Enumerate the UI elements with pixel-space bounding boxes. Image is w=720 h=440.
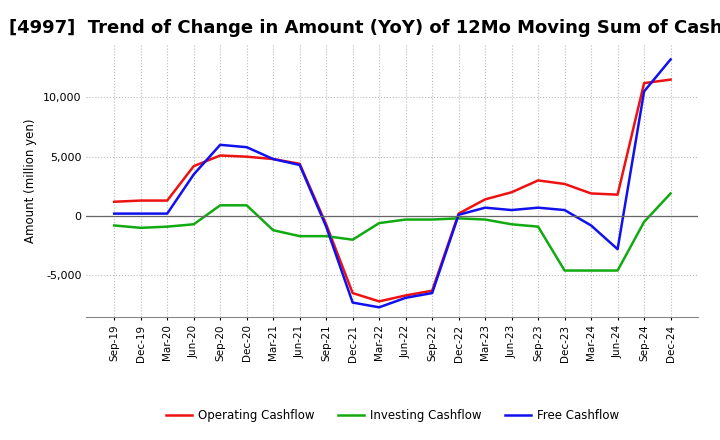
Investing Cashflow [189, 222, 198, 227]
Free Cashflow [666, 57, 675, 62]
Free Cashflow [189, 172, 198, 177]
Free Cashflow [428, 290, 436, 296]
Investing Cashflow [322, 234, 330, 239]
Free Cashflow [454, 212, 463, 217]
Investing Cashflow [508, 222, 516, 227]
Free Cashflow [243, 145, 251, 150]
Operating Cashflow [587, 191, 595, 196]
Y-axis label: Amount (million yen): Amount (million yen) [24, 118, 37, 242]
Operating Cashflow [136, 198, 145, 203]
Operating Cashflow [481, 197, 490, 202]
Operating Cashflow [163, 198, 171, 203]
Operating Cashflow [243, 154, 251, 159]
Operating Cashflow [428, 288, 436, 293]
Investing Cashflow [481, 217, 490, 222]
Operating Cashflow [348, 290, 357, 296]
Line: Free Cashflow: Free Cashflow [114, 59, 670, 307]
Investing Cashflow [428, 217, 436, 222]
Free Cashflow [375, 304, 384, 310]
Legend: Operating Cashflow, Investing Cashflow, Free Cashflow: Operating Cashflow, Investing Cashflow, … [161, 404, 624, 427]
Free Cashflow [163, 211, 171, 216]
Free Cashflow [322, 224, 330, 229]
Investing Cashflow [163, 224, 171, 229]
Investing Cashflow [534, 224, 542, 229]
Operating Cashflow [560, 181, 569, 187]
Investing Cashflow [613, 268, 622, 273]
Free Cashflow [640, 89, 649, 94]
Line: Operating Cashflow: Operating Cashflow [114, 80, 670, 301]
Investing Cashflow [640, 219, 649, 224]
Operating Cashflow [375, 299, 384, 304]
Free Cashflow [401, 295, 410, 301]
Free Cashflow [481, 205, 490, 210]
Operating Cashflow [613, 192, 622, 197]
Investing Cashflow [560, 268, 569, 273]
Investing Cashflow [295, 234, 304, 239]
Operating Cashflow [508, 190, 516, 195]
Operating Cashflow [401, 293, 410, 298]
Free Cashflow [534, 205, 542, 210]
Investing Cashflow [454, 216, 463, 221]
Investing Cashflow [666, 191, 675, 196]
Operating Cashflow [454, 211, 463, 216]
Operating Cashflow [189, 164, 198, 169]
Title: [4997]  Trend of Change in Amount (YoY) of 12Mo Moving Sum of Cashflows: [4997] Trend of Change in Amount (YoY) o… [9, 19, 720, 37]
Operating Cashflow [216, 153, 225, 158]
Investing Cashflow [243, 203, 251, 208]
Free Cashflow [560, 207, 569, 213]
Investing Cashflow [136, 225, 145, 231]
Free Cashflow [110, 211, 119, 216]
Investing Cashflow [587, 268, 595, 273]
Free Cashflow [295, 162, 304, 168]
Operating Cashflow [269, 156, 277, 161]
Operating Cashflow [295, 161, 304, 166]
Operating Cashflow [110, 199, 119, 205]
Investing Cashflow [375, 220, 384, 226]
Free Cashflow [216, 142, 225, 147]
Operating Cashflow [534, 178, 542, 183]
Line: Investing Cashflow: Investing Cashflow [114, 194, 670, 271]
Investing Cashflow [269, 227, 277, 233]
Free Cashflow [136, 211, 145, 216]
Investing Cashflow [348, 237, 357, 242]
Free Cashflow [269, 156, 277, 161]
Investing Cashflow [110, 223, 119, 228]
Investing Cashflow [216, 203, 225, 208]
Free Cashflow [587, 223, 595, 228]
Free Cashflow [508, 207, 516, 213]
Free Cashflow [348, 300, 357, 305]
Free Cashflow [613, 246, 622, 252]
Operating Cashflow [666, 77, 675, 82]
Operating Cashflow [322, 222, 330, 227]
Investing Cashflow [401, 217, 410, 222]
Operating Cashflow [640, 81, 649, 86]
